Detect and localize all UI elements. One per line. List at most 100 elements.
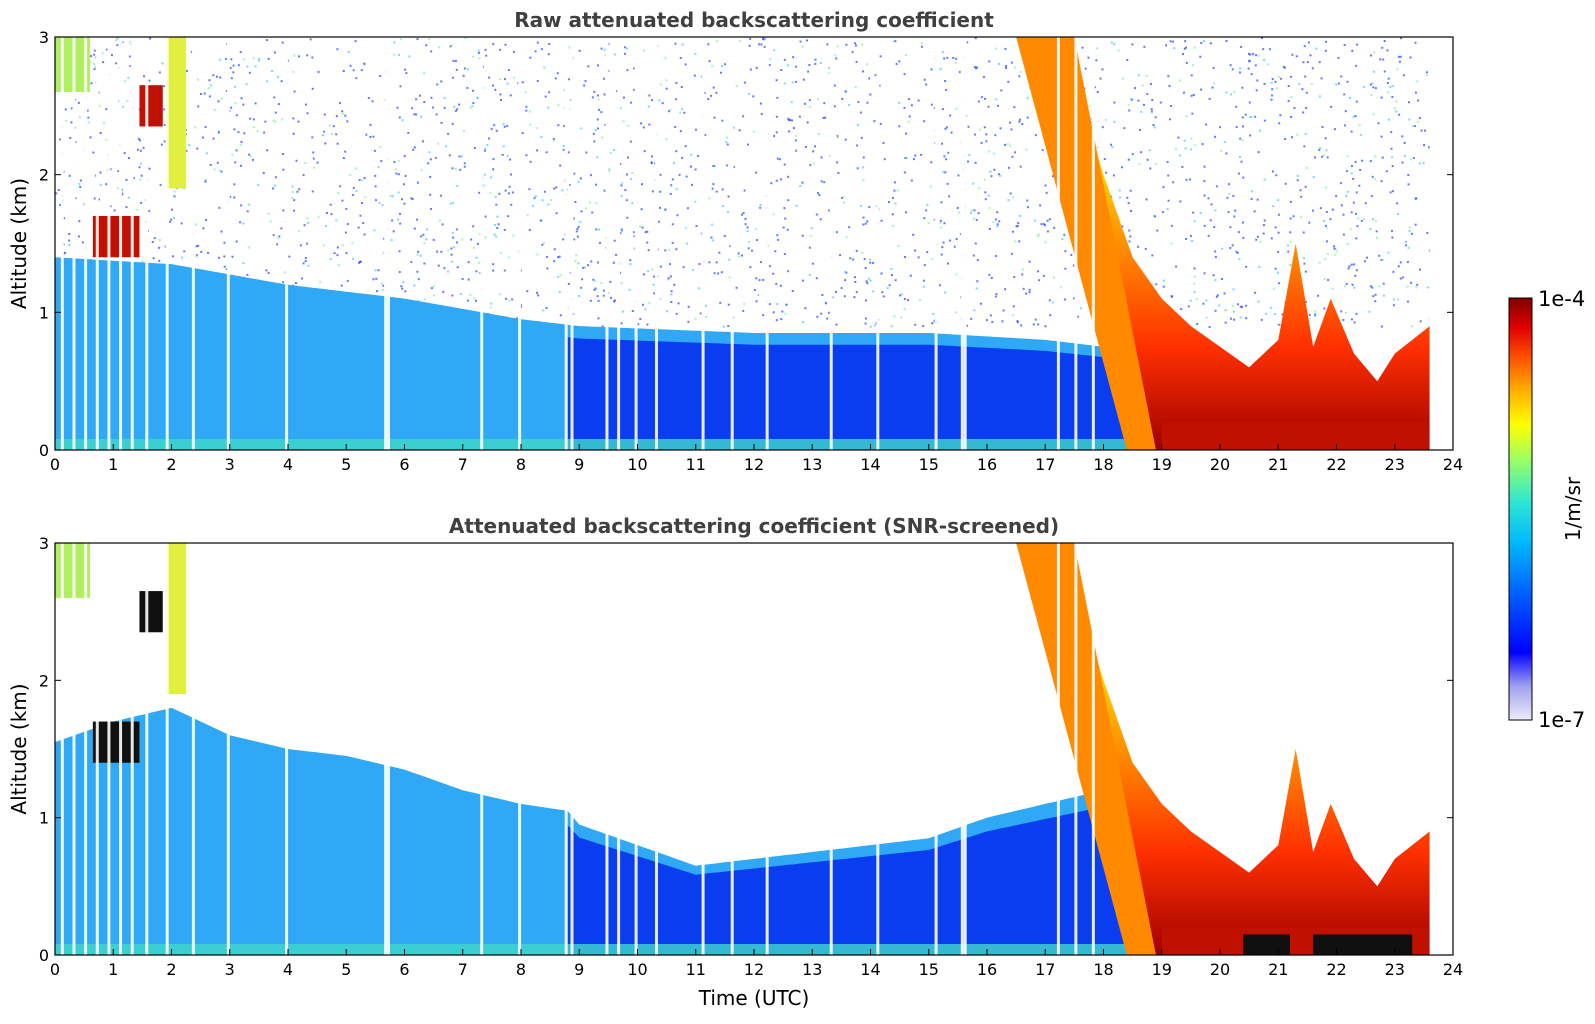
x-tick-label: 23 [1385,455,1405,474]
data-gap [960,37,964,450]
data-gap [564,543,568,955]
data-gap [119,543,123,955]
x-tick-label: 3 [225,960,235,979]
heatmap-field [55,543,1453,955]
x-tick-label: 20 [1210,455,1230,474]
x-tick-label: 16 [977,960,997,979]
x-tick-label: 15 [919,960,939,979]
x-tick-label: 22 [1326,960,1346,979]
data-gap [130,543,134,955]
x-tick-label: 9 [574,455,584,474]
residual-layer [165,543,187,695]
x-tick-label: 23 [1385,960,1405,979]
plume-core [1016,37,1156,450]
data-gap [701,37,705,450]
plume-core [1016,543,1156,955]
x-tick-label: 11 [686,960,706,979]
x-tick-label: 2 [166,455,176,474]
x-tick-label: 21 [1268,960,1288,979]
data-gap [145,37,149,450]
data-gap [876,37,880,450]
x-tick-label: 7 [458,960,468,979]
data-gap [730,543,734,955]
data-gap [480,543,484,955]
data-gap [634,37,638,450]
x-tick-label: 17 [1035,960,1055,979]
x-tick-label: 1 [108,455,118,474]
data-gap [765,543,769,955]
screened-backscatter-panel: 0 1 2 3 4 5 6 7 8 9 10 11 12 13 14 15 16 17 18 19 20 21 22 23 24… [7,514,1463,1010]
y-tick-label: 2 [39,671,49,690]
x-tick-label: 16 [977,455,997,474]
x-tick-label: 6 [399,455,409,474]
x-tick-label: 8 [516,960,526,979]
data-gap [564,37,568,450]
x-tick-label: 0 [50,455,60,474]
data-gap [518,37,522,450]
data-gap [191,543,195,955]
x-tick-label: 13 [802,960,822,979]
y-tick-label: 0 [39,946,49,965]
x-tick-label: 22 [1326,455,1346,474]
data-gap [1056,543,1060,955]
data-gap [963,543,967,955]
x-tick-label: 18 [1093,455,1113,474]
data-gap [1074,37,1078,450]
data-gap [191,37,195,450]
x-tick-label: 11 [686,455,706,474]
x-tick-label: 4 [283,455,293,474]
x-tick-label: 6 [399,960,409,979]
data-gap [84,37,88,450]
chart-title: Raw attenuated backscattering coefficien… [514,8,994,32]
y-tick-label: 0 [39,441,49,460]
data-gap [617,37,621,450]
y-tick-label: 2 [39,166,49,185]
data-gap [617,543,621,955]
data-gap [285,543,289,955]
cloud-patch [139,85,163,127]
data-gap [963,37,967,450]
data-gap [730,37,734,450]
data-gap [84,543,88,955]
data-gap [1091,543,1095,955]
x-tick-label: 12 [744,455,764,474]
data-gap [226,37,230,450]
raw-backscatter-panel: 0 1 2 3 4 5 6 7 8 9 10 11 12 13 14 15 16 17 18 19 20 21 22 23 24… [7,8,1463,474]
data-gap [119,37,123,450]
data-gap [1056,37,1060,450]
data-gap [72,543,76,955]
saturated-region [1313,934,1413,955]
x-tick-label: 13 [802,455,822,474]
data-gap [518,543,522,955]
y-axis-label: Altitude (km) [7,683,31,814]
x-tick-label: 19 [1152,960,1172,979]
x-tick-label: 4 [283,960,293,979]
data-gap [384,543,388,955]
data-gap [387,543,391,955]
x-tick-label: 21 [1268,455,1288,474]
data-gap [570,543,574,955]
data-gap [654,543,658,955]
cloud-patch [139,591,163,633]
x-tick-label: 7 [458,455,468,474]
x-tick-label: 3 [225,455,235,474]
data-gap [876,543,880,955]
colorbar-max-label: 1e-4 [1538,287,1585,311]
x-tick-label: 24 [1443,455,1463,474]
data-gap [1074,543,1078,955]
x-tick-label: 15 [919,455,939,474]
x-tick-label: 24 [1443,960,1463,979]
data-gap [934,543,938,955]
y-tick-label: 3 [39,534,49,553]
data-gap [384,37,388,450]
heatmap-field [55,37,1453,450]
data-gap [701,543,705,955]
chart-title: Attenuated backscattering coefficient (S… [449,514,1059,538]
data-gap [95,543,99,955]
x-tick-label: 17 [1035,455,1055,474]
afternoon-layer [567,337,1139,450]
data-gap [387,37,391,450]
data-gap [480,37,484,450]
data-gap [226,543,230,955]
